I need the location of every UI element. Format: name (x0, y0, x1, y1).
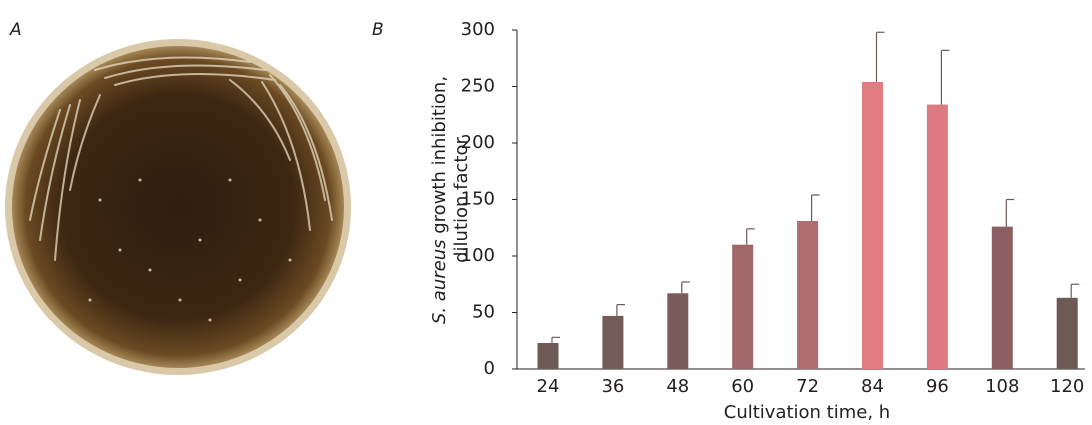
bar (992, 227, 1013, 369)
bar (538, 343, 559, 369)
x-tick-label: 48 (666, 376, 689, 397)
x-tick-label: 24 (537, 376, 560, 397)
y-tick-label: 250 (461, 76, 495, 97)
panel-label: A (9, 20, 22, 40)
x-axis-label: Cultivation time, h (724, 402, 890, 423)
y-tick-label: 200 (461, 132, 495, 153)
bar (602, 316, 623, 369)
x-tick-label: 120 (1050, 376, 1084, 397)
x-tick-label: 72 (796, 376, 819, 397)
bar (862, 82, 883, 369)
x-tick-label: 108 (985, 376, 1019, 397)
bar (1057, 298, 1078, 369)
y-axis-label: S. aureus growth inhibition, (429, 76, 450, 324)
panel-label: B (372, 20, 384, 40)
petri-dish-photo (5, 39, 351, 375)
bar (667, 293, 688, 369)
x-tick-label: 60 (731, 376, 754, 397)
y-tick-label: 300 (461, 19, 495, 40)
y-tick-label: 150 (461, 189, 495, 210)
x-tick-label: 84 (861, 376, 884, 397)
y-axis-label-text: growth inhibition, (429, 76, 450, 234)
y-axis-label-italic: S. aureus (429, 239, 450, 324)
y-tick-label: 100 (461, 245, 495, 266)
x-tick-label: 36 (601, 376, 624, 397)
page: {"panel_labels": {"photo": "A", "chart":… (0, 0, 1092, 425)
bar (732, 245, 753, 369)
bar (927, 105, 948, 369)
bar (797, 221, 818, 369)
y-tick-label: 0 (484, 358, 495, 379)
figure: A B S. aureus growth inhibition, dilutio… (0, 0, 1092, 425)
y-tick-label: 50 (472, 302, 495, 323)
agar (12, 46, 344, 368)
x-tick-label: 96 (926, 376, 949, 397)
